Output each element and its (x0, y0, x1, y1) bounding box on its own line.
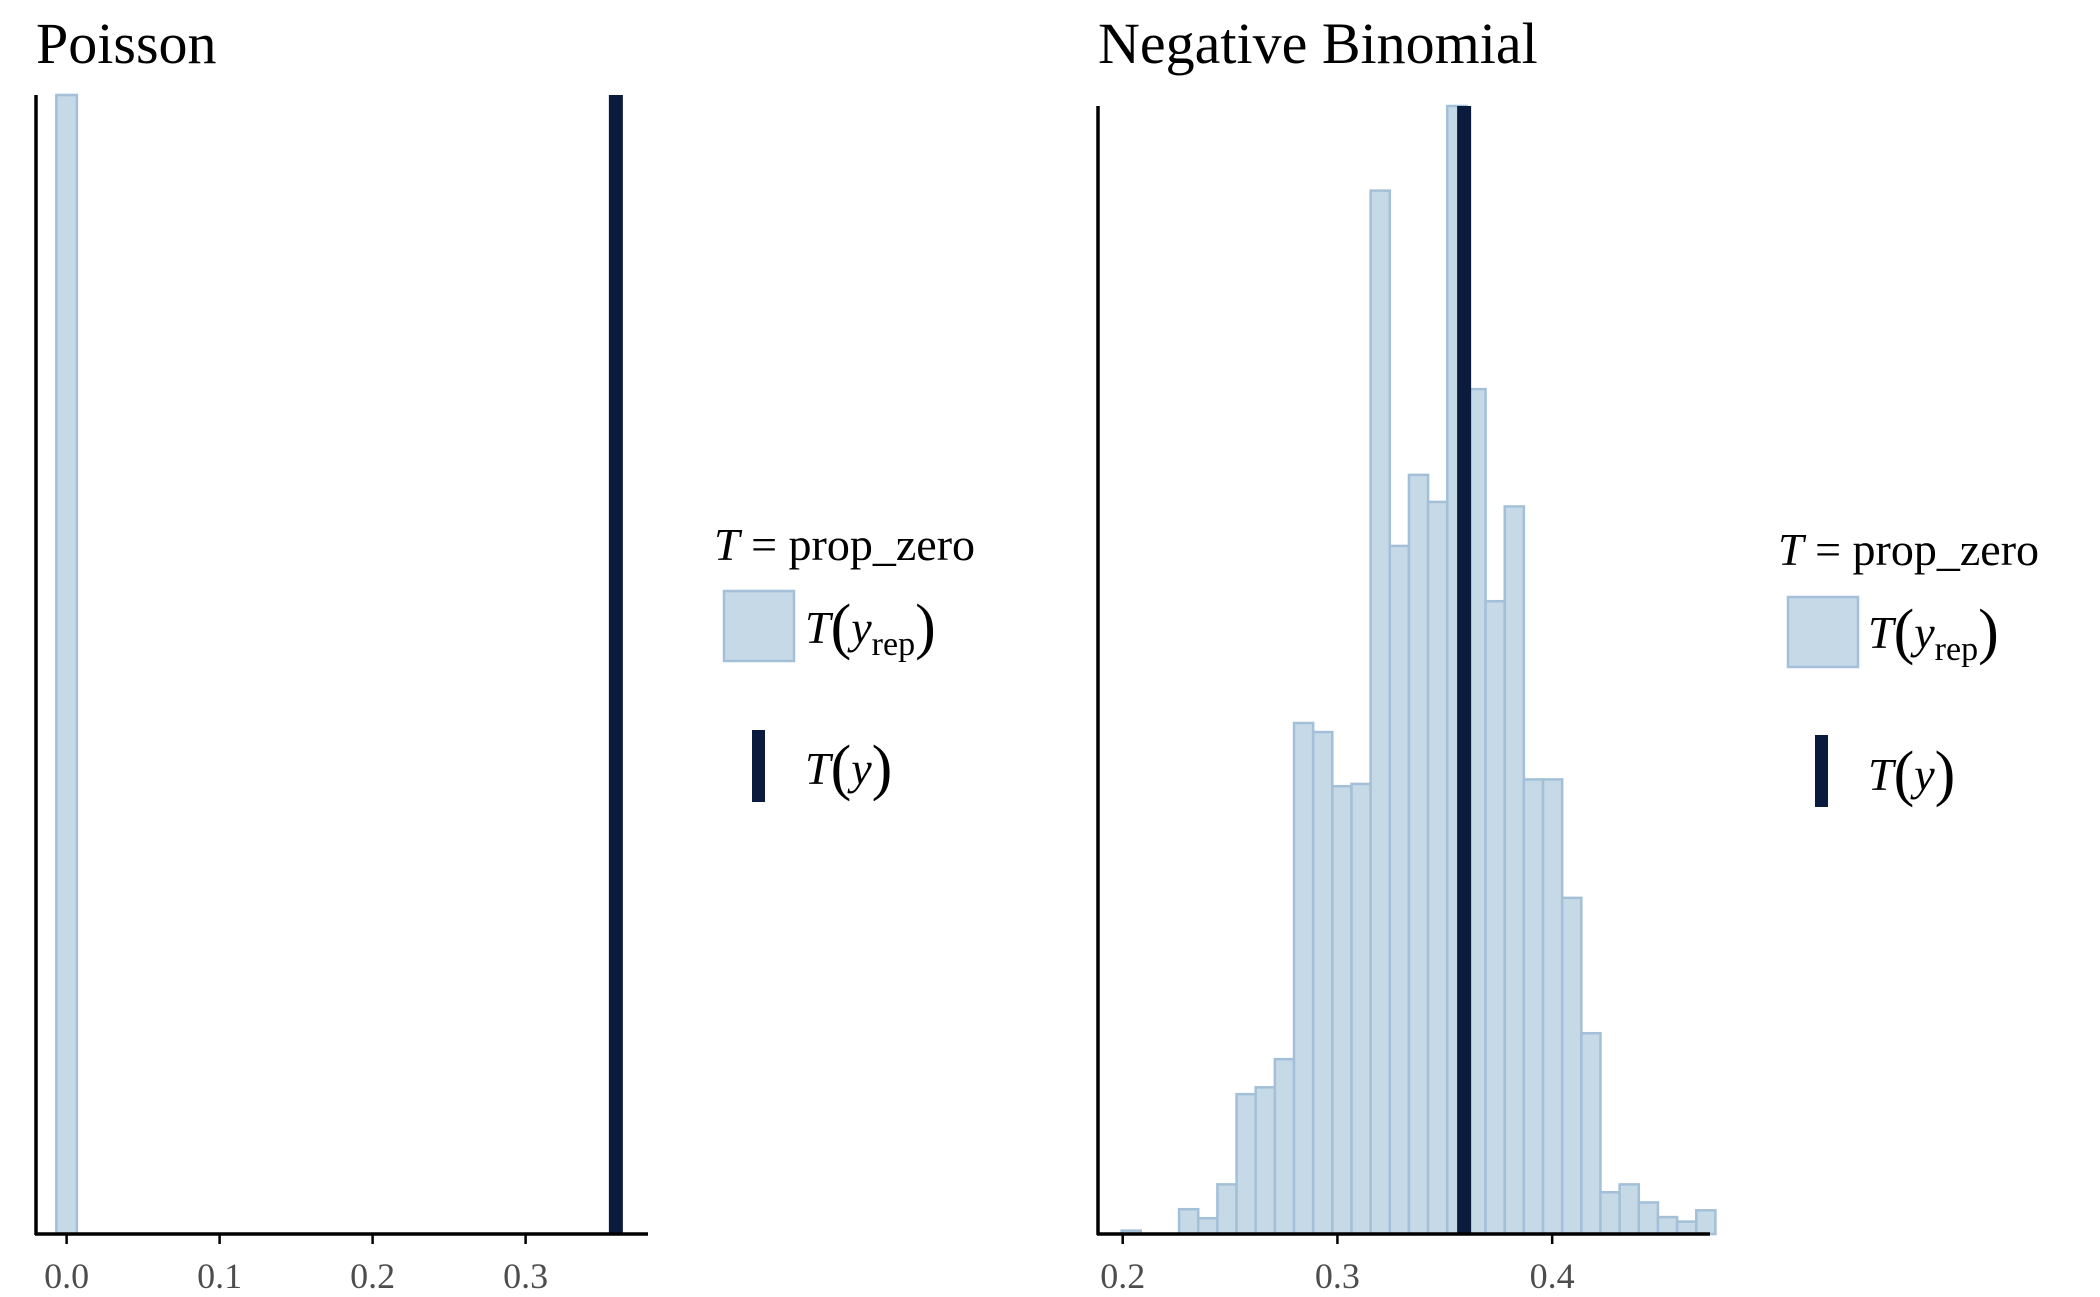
x-tick-label: 0.2 (1100, 1256, 1145, 1296)
legend-label-obs: T(y) (1868, 740, 1955, 808)
histogram-bar (1235, 1092, 1257, 1236)
x-tick-label: 0.2 (350, 1256, 395, 1296)
legend-swatch-rep (1786, 595, 1860, 669)
histogram-bar (1637, 1201, 1660, 1236)
histogram-bar (1522, 778, 1545, 1236)
legend-title: T = prop_zero (714, 519, 975, 570)
histogram-bar (1292, 721, 1315, 1236)
panel-title: Negative Binomial (1098, 11, 1538, 76)
histogram-bar (1216, 1183, 1238, 1236)
legend: T = prop_zero T(yrep) T(y) (1778, 524, 2039, 808)
histogram-bars (55, 93, 79, 1236)
histogram-bar (1177, 1207, 1200, 1236)
legend-obs-symbol: T (1868, 749, 1897, 800)
histogram-bar (1618, 1183, 1641, 1236)
panel-poisson: Poisson 0.0 0.1 0.2 0.3 T = prop_zero T(yre… (34, 11, 975, 1296)
legend-title: T = prop_zero (1778, 524, 2039, 575)
histogram-bar (1311, 730, 1334, 1236)
legend-obs-arg: y (847, 743, 872, 794)
histogram-bar (1695, 1209, 1717, 1236)
legend-rep-arg: y (847, 602, 872, 653)
histogram-bar (1580, 1031, 1602, 1236)
x-tick-label: 0.3 (1315, 1256, 1360, 1296)
histogram-bar (1350, 782, 1372, 1236)
legend-swatch-obs (1815, 735, 1828, 807)
observed-line (1457, 106, 1472, 1234)
legend-rep-symbol: T (1868, 607, 1897, 658)
histogram-bar (1369, 189, 1392, 1236)
histogram-bar (1331, 784, 1353, 1236)
legend-obs-arg: y (1910, 749, 1935, 800)
panel-title: Poisson (36, 11, 217, 76)
axes: 0.0 0.1 0.2 0.3 (34, 95, 648, 1296)
legend-rep-arg: y (1910, 607, 1935, 658)
legend-swatch-rep (722, 589, 796, 663)
histogram-bar (1273, 1057, 1296, 1236)
observed-line (608, 95, 623, 1234)
histogram-bar (1560, 896, 1583, 1236)
legend-obs-symbol: T (805, 743, 834, 794)
legend-label-rep: T(yrep) (805, 593, 936, 663)
legend-swatch-obs (752, 730, 765, 802)
legend-title-statistic: = prop_zero (740, 519, 975, 570)
legend-title-symbol: T (1778, 524, 1807, 575)
histogram-bar (1503, 505, 1526, 1236)
x-tick-label: 0.3 (503, 1256, 548, 1296)
histogram-bar (1254, 1086, 1277, 1236)
legend-label-rep: T(yrep) (1868, 598, 1999, 668)
legend-rep-sub: rep (872, 626, 915, 663)
legend-title-symbol: T (714, 519, 743, 570)
histogram-bar (1656, 1215, 1679, 1236)
legend-rep-symbol: T (805, 602, 834, 653)
axes: 0.2 0.3 0.4 (1096, 106, 1710, 1296)
x-tick-label: 0.1 (197, 1256, 242, 1296)
histogram-bar (1407, 473, 1430, 1236)
histogram-bar (1196, 1216, 1219, 1236)
x-tick-label: 0.0 (44, 1256, 89, 1296)
histogram-bar (55, 93, 79, 1236)
legend-label-obs: T(y) (805, 734, 892, 802)
histogram-bar (1675, 1220, 1698, 1236)
panel-negative-binomial: Negative Binomial 0.2 0.3 0.4 T = prop_zer… (1096, 11, 2039, 1296)
histogram-bar (1484, 599, 1506, 1236)
histogram-bar (1426, 500, 1449, 1236)
histogram-bar (1541, 778, 1564, 1236)
legend-title-statistic: = prop_zero (1804, 524, 2039, 575)
x-tick-label: 0.4 (1530, 1256, 1575, 1296)
histogram-bar (1599, 1191, 1621, 1236)
legend-rep-sub: rep (1935, 631, 1978, 668)
histogram-bars (1120, 104, 1717, 1236)
legend: T = prop_zero T(yrep) T(y) (714, 519, 975, 802)
histogram-bar (1388, 544, 1411, 1236)
